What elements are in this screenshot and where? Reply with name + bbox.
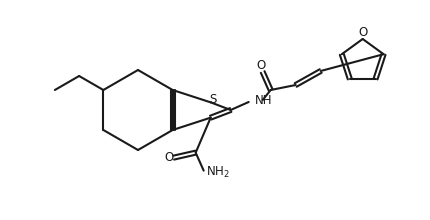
Text: O: O: [358, 26, 367, 38]
Text: S: S: [209, 93, 216, 106]
Text: O: O: [256, 59, 265, 72]
Text: O: O: [164, 151, 173, 164]
Text: NH$_2$: NH$_2$: [206, 165, 230, 180]
Text: NH: NH: [255, 94, 272, 106]
